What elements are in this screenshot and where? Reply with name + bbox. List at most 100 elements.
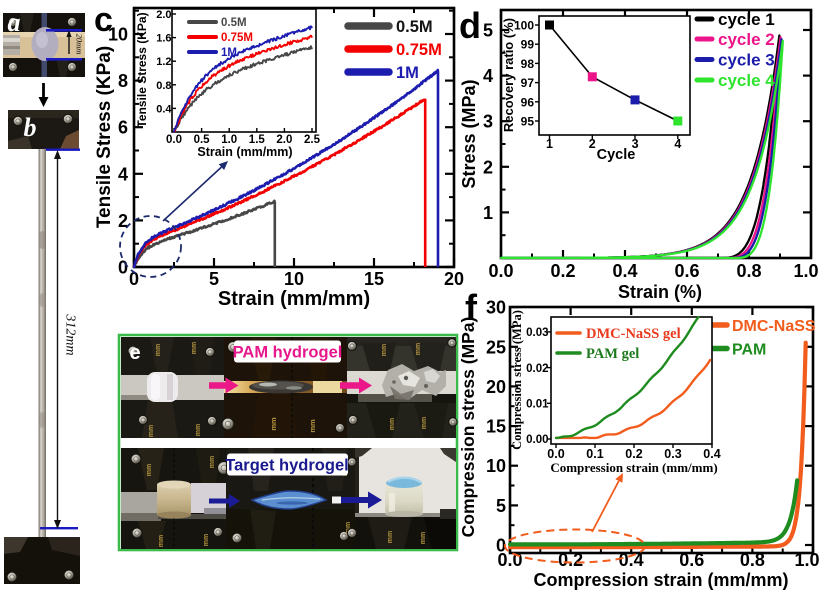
svg-text:0.4: 0.4 bbox=[156, 103, 172, 115]
svg-text:mm: mm bbox=[155, 344, 162, 356]
svg-text:Compression stress (MPa): Compression stress (MPa) bbox=[510, 310, 524, 450]
svg-text:0.5: 0.5 bbox=[194, 134, 211, 146]
svg-text:0.8: 0.8 bbox=[736, 261, 761, 281]
svg-text:4: 4 bbox=[674, 137, 681, 151]
svg-text:20: 20 bbox=[444, 269, 464, 289]
svg-text:f: f bbox=[465, 287, 478, 328]
svg-text:Strain (mm/mm): Strain (mm/mm) bbox=[197, 145, 292, 159]
svg-text:5: 5 bbox=[209, 269, 219, 289]
svg-text:mm: mm bbox=[421, 417, 428, 429]
svg-text:Strain (%): Strain (%) bbox=[618, 282, 702, 302]
svg-text:5: 5 bbox=[483, 21, 493, 41]
svg-text:e: e bbox=[129, 342, 140, 364]
svg-text:cycle 2: cycle 2 bbox=[718, 30, 775, 49]
svg-text:0.4: 0.4 bbox=[612, 261, 637, 281]
svg-text:96: 96 bbox=[521, 95, 535, 109]
svg-text:cycle 3: cycle 3 bbox=[718, 51, 775, 70]
svg-text:15: 15 bbox=[486, 417, 506, 437]
svg-text:mm: mm bbox=[195, 424, 202, 436]
svg-text:4: 4 bbox=[118, 164, 128, 184]
svg-text:0.00: 0.00 bbox=[526, 434, 548, 446]
svg-text:0.75M: 0.75M bbox=[221, 32, 253, 44]
svg-text:0.02: 0.02 bbox=[526, 363, 548, 375]
svg-text:2.0: 2.0 bbox=[156, 9, 171, 21]
svg-text:312mm: 312mm bbox=[63, 313, 78, 355]
svg-text:0.0: 0.0 bbox=[166, 134, 182, 146]
svg-text:1: 1 bbox=[546, 137, 553, 151]
svg-text:Tensile Stress (KPa): Tensile Stress (KPa) bbox=[94, 46, 115, 228]
svg-text:1M: 1M bbox=[396, 64, 419, 82]
svg-text:0.2: 0.2 bbox=[558, 550, 583, 570]
svg-text:cycle 4: cycle 4 bbox=[718, 71, 775, 90]
svg-text:6: 6 bbox=[118, 118, 128, 138]
svg-text:Compression strain (mm/mm): Compression strain (mm/mm) bbox=[533, 570, 788, 590]
svg-text:1.0: 1.0 bbox=[793, 261, 818, 281]
svg-text:99: 99 bbox=[521, 38, 535, 52]
svg-text:0.3: 0.3 bbox=[664, 447, 681, 461]
svg-text:PAM: PAM bbox=[732, 342, 766, 359]
svg-text:PAM gel: PAM gel bbox=[586, 346, 639, 362]
svg-text:0.2: 0.2 bbox=[625, 447, 642, 461]
svg-text:15: 15 bbox=[364, 269, 384, 289]
svg-text:mm: mm bbox=[345, 522, 352, 534]
svg-text:3: 3 bbox=[632, 137, 639, 151]
svg-text:4: 4 bbox=[483, 66, 493, 86]
svg-text:1.6: 1.6 bbox=[156, 33, 171, 45]
svg-text:Target hydrogel: Target hydrogel bbox=[225, 457, 348, 475]
svg-text:0.0: 0.0 bbox=[488, 261, 513, 281]
svg-text:DMC-NaSS gel: DMC-NaSS gel bbox=[586, 326, 681, 342]
svg-text:10: 10 bbox=[108, 25, 128, 45]
svg-text:mm: mm bbox=[158, 535, 165, 547]
svg-text:cycle 1: cycle 1 bbox=[718, 10, 775, 29]
svg-text:95: 95 bbox=[521, 115, 535, 129]
svg-text:0: 0 bbox=[129, 269, 139, 289]
svg-text:0.4: 0.4 bbox=[619, 550, 644, 570]
svg-text:0.8: 0.8 bbox=[740, 550, 765, 570]
svg-text:mm: mm bbox=[203, 534, 210, 546]
svg-text:b: b bbox=[24, 113, 37, 142]
svg-text:0.6: 0.6 bbox=[674, 261, 699, 281]
svg-text:0.2: 0.2 bbox=[550, 261, 575, 281]
svg-text:Cycle: Cycle bbox=[597, 147, 636, 163]
svg-text:PAM hydrogel: PAM hydrogel bbox=[233, 344, 343, 362]
svg-text:0.4: 0.4 bbox=[703, 447, 720, 461]
svg-text:DMC-NaSS: DMC-NaSS bbox=[732, 318, 816, 335]
svg-text:0.5M: 0.5M bbox=[221, 17, 247, 29]
svg-text:0.8: 0.8 bbox=[156, 80, 171, 92]
svg-text:1.0: 1.0 bbox=[794, 550, 819, 570]
svg-text:mm: mm bbox=[148, 425, 155, 437]
svg-text:mm: mm bbox=[269, 417, 278, 431]
svg-text:5: 5 bbox=[496, 496, 506, 516]
svg-text:Compression strain (mm/mm): Compression strain (mm/mm) bbox=[550, 460, 717, 475]
svg-text:1M: 1M bbox=[221, 47, 237, 59]
svg-text:mm: mm bbox=[146, 464, 153, 476]
svg-text:97: 97 bbox=[521, 76, 535, 90]
svg-text:3: 3 bbox=[483, 112, 493, 132]
svg-text:1.5: 1.5 bbox=[249, 134, 266, 146]
svg-text:2.5: 2.5 bbox=[304, 134, 321, 146]
svg-text:Stress (MPa): Stress (MPa) bbox=[459, 79, 479, 188]
svg-text:0.5M: 0.5M bbox=[396, 18, 433, 36]
svg-text:0.75M: 0.75M bbox=[396, 41, 442, 59]
svg-text:1: 1 bbox=[483, 203, 493, 223]
svg-text:100: 100 bbox=[514, 19, 534, 33]
svg-text:2: 2 bbox=[118, 211, 128, 231]
svg-text:mm: mm bbox=[420, 532, 427, 544]
svg-text:Recovery ratio (%): Recovery ratio (%) bbox=[501, 18, 516, 132]
svg-text:mm: mm bbox=[415, 343, 422, 355]
svg-text:a: a bbox=[8, 8, 21, 37]
svg-text:mm: mm bbox=[308, 419, 317, 433]
svg-text:Strain (mm/mm): Strain (mm/mm) bbox=[218, 288, 370, 310]
svg-text:d: d bbox=[459, 5, 481, 46]
svg-text:0.03: 0.03 bbox=[526, 327, 548, 339]
svg-text:Compression stress (MPa): Compression stress (MPa) bbox=[458, 317, 478, 538]
svg-text:2: 2 bbox=[483, 157, 493, 177]
svg-text:0.01: 0.01 bbox=[526, 399, 549, 411]
svg-text:8: 8 bbox=[118, 71, 128, 91]
svg-text:c: c bbox=[94, 1, 113, 39]
svg-text:0.1: 0.1 bbox=[586, 447, 603, 461]
svg-text:20: 20 bbox=[486, 377, 506, 397]
svg-text:1.2: 1.2 bbox=[156, 56, 171, 68]
svg-text:10: 10 bbox=[284, 269, 304, 289]
svg-text:mm: mm bbox=[389, 418, 396, 430]
